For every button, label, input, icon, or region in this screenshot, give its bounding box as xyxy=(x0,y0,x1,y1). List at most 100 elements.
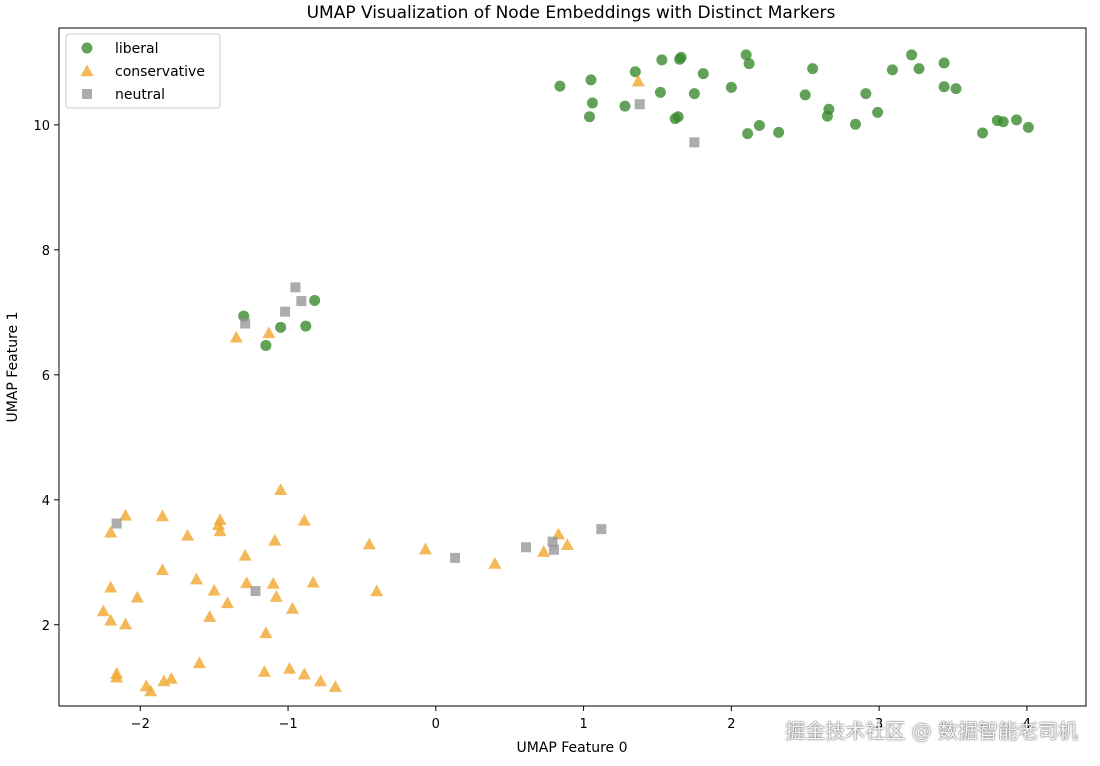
conservative-point xyxy=(130,590,144,603)
liberal-point xyxy=(619,100,631,112)
conservative-point xyxy=(181,528,195,541)
conservative-point xyxy=(155,563,169,575)
axis-ticks: −2 −1 0 1 2 3 4 2 4 6 8 10 xyxy=(33,119,1031,732)
conservative-point xyxy=(110,670,124,683)
watermark-text: 掘金技术社区 @ 数据智能老司机 xyxy=(785,719,1078,743)
conservative-point xyxy=(418,542,432,555)
liberal-point xyxy=(309,294,321,306)
neutral-point xyxy=(450,552,461,563)
conservative-point xyxy=(118,508,132,521)
legend-label-neutral: neutral xyxy=(115,87,165,103)
conservative-point xyxy=(220,596,234,609)
conservative-point xyxy=(155,509,169,522)
conservative-point xyxy=(238,548,252,561)
neutral-point xyxy=(549,544,560,555)
y-axis-label: UMAP Feature 1 xyxy=(5,311,21,422)
liberal-point xyxy=(799,89,811,101)
plot-area xyxy=(96,49,1034,697)
liberal-point xyxy=(886,64,898,76)
liberal-point xyxy=(300,320,312,332)
legend-label-conservative: conservative xyxy=(115,64,205,80)
neutral-point xyxy=(296,296,307,307)
liberal-point xyxy=(656,54,668,66)
liberal-point xyxy=(742,128,754,140)
liberal-point xyxy=(860,88,872,100)
neutral-point xyxy=(634,99,645,110)
liberal-point xyxy=(688,88,700,100)
liberal-point xyxy=(753,119,765,131)
y-tick-label: 10 xyxy=(33,119,50,134)
liberal-point xyxy=(586,97,598,109)
liberal-point xyxy=(585,74,597,86)
conservative-point xyxy=(314,674,328,687)
conservative-point xyxy=(118,617,132,630)
conservative-point xyxy=(189,572,203,585)
conservative-point xyxy=(257,665,271,677)
x-tick-label: −1 xyxy=(278,717,297,732)
conservative-point xyxy=(266,577,280,589)
legend: liberal conservative neutral xyxy=(65,33,221,109)
conservative-point xyxy=(259,626,273,639)
conservative-point xyxy=(96,604,110,617)
conservative-point xyxy=(297,513,311,526)
conservative-point xyxy=(192,656,206,669)
conservative-point xyxy=(164,672,178,684)
conservative-point xyxy=(203,610,217,622)
liberal-point xyxy=(275,321,287,333)
liberal-point xyxy=(740,49,752,61)
conservative-point xyxy=(560,538,574,550)
liberal-point xyxy=(938,57,950,69)
conservative-point xyxy=(370,584,384,597)
conservative-point xyxy=(104,525,118,538)
liberal-point xyxy=(1011,114,1023,126)
liberal-point xyxy=(823,103,835,115)
conservative-point xyxy=(229,330,243,343)
conservative-point xyxy=(283,662,297,674)
conservative-point xyxy=(362,537,376,550)
liberal-point xyxy=(773,126,785,138)
liberal-point xyxy=(629,66,641,78)
y-tick-label: 8 xyxy=(42,244,50,259)
x-tick-label: 4 xyxy=(1023,717,1031,732)
neutral-point xyxy=(596,524,607,535)
liberal-point xyxy=(977,127,989,139)
neutral-point xyxy=(280,306,291,317)
conservative-point xyxy=(537,545,551,557)
x-tick-label: −2 xyxy=(131,717,150,732)
neutral-point xyxy=(111,518,122,529)
conservative-point xyxy=(213,513,227,525)
liberal-point xyxy=(672,111,684,123)
x-tick-label: 3 xyxy=(875,717,883,732)
conservative-point xyxy=(104,613,118,626)
conservative-point xyxy=(262,326,276,339)
liberal-point xyxy=(583,111,595,123)
liberal-point xyxy=(913,63,925,75)
y-tick-label: 4 xyxy=(42,494,50,509)
conservative-point xyxy=(488,557,502,569)
neutral-point xyxy=(520,542,531,553)
conservative-point xyxy=(274,483,288,495)
legend-box xyxy=(65,33,221,109)
conservative-point xyxy=(268,533,282,546)
conservative-point xyxy=(306,575,320,588)
legend-marker-liberal xyxy=(81,42,93,54)
liberal-point xyxy=(260,339,272,351)
x-tick-label: 1 xyxy=(579,717,587,732)
liberal-point xyxy=(743,58,755,70)
conservative-point xyxy=(213,524,227,537)
neutral-point xyxy=(547,536,558,547)
conservative-point xyxy=(269,590,283,602)
liberal-point xyxy=(872,106,884,118)
conservative-point xyxy=(285,602,299,614)
liberal-point xyxy=(675,51,687,63)
conservative-point xyxy=(631,74,645,87)
liberal-point xyxy=(849,118,861,130)
conservative-point xyxy=(297,667,311,680)
x-tick-label: 0 xyxy=(432,717,440,732)
legend-label-liberal: liberal xyxy=(115,41,159,57)
neutral-point xyxy=(240,318,251,329)
liberal-point xyxy=(554,80,566,92)
conservative-point xyxy=(240,576,254,589)
chart-title: UMAP Visualization of Node Embeddings wi… xyxy=(307,3,836,23)
